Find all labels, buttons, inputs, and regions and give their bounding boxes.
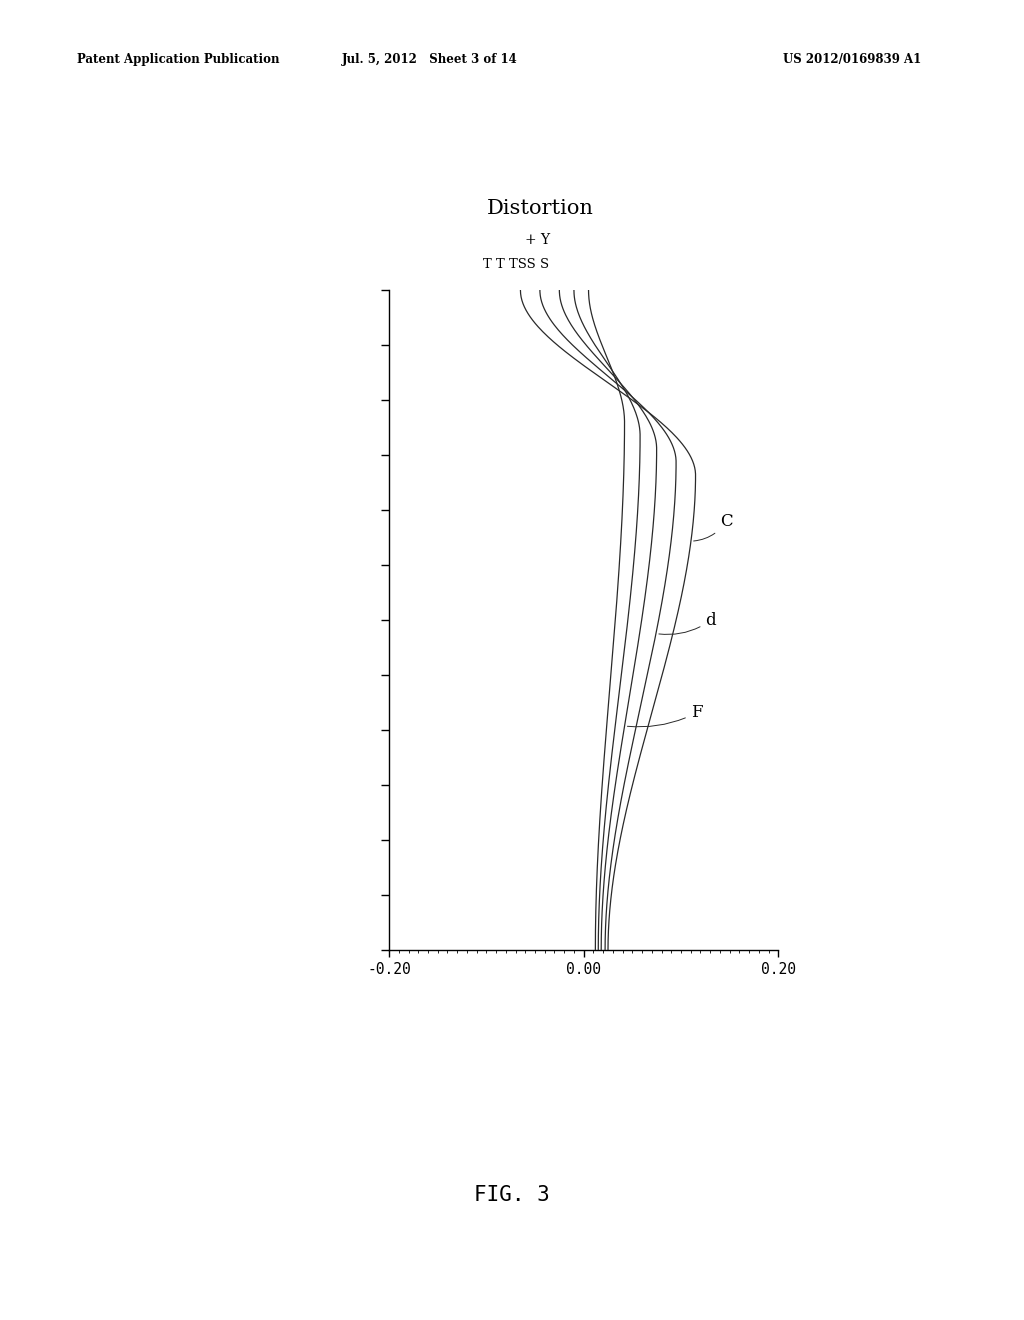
- Text: C: C: [693, 513, 732, 541]
- Text: FIG. 3: FIG. 3: [474, 1184, 550, 1205]
- Text: Jul. 5, 2012   Sheet 3 of 14: Jul. 5, 2012 Sheet 3 of 14: [342, 53, 518, 66]
- Text: T T TSS S: T T TSS S: [482, 257, 549, 271]
- Text: Distortion: Distortion: [486, 199, 593, 218]
- Text: F: F: [628, 705, 702, 727]
- Text: Patent Application Publication: Patent Application Publication: [77, 53, 280, 66]
- Text: US 2012/0169839 A1: US 2012/0169839 A1: [783, 53, 922, 66]
- Text: d: d: [658, 612, 716, 635]
- Text: + Y: + Y: [525, 232, 551, 247]
